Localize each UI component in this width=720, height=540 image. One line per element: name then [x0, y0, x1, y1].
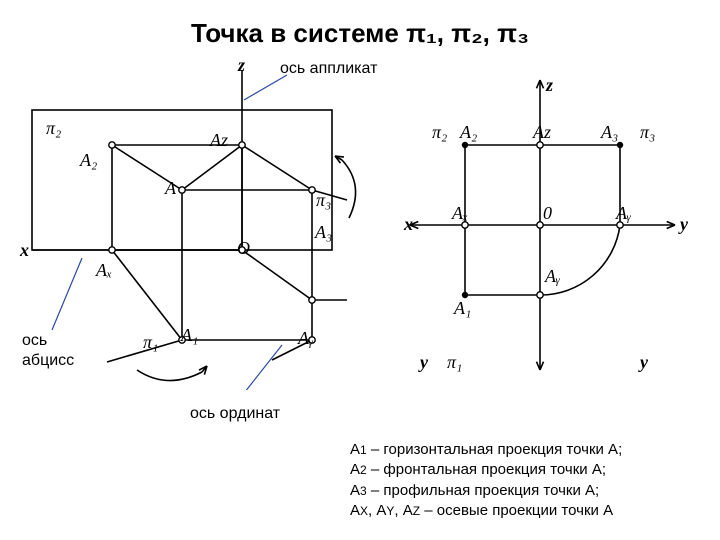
- left-pi2: π₂: [46, 118, 61, 139]
- left-pi1: π₁: [143, 332, 158, 353]
- right-y-br: y: [640, 352, 648, 373]
- legend-line-3: А3 – профильная проекция точки А;: [350, 481, 622, 501]
- legend-line-2: А2 – фронтальная проекция точки А;: [350, 460, 622, 480]
- right-x: x: [404, 214, 413, 235]
- right-Ay-b: Aᵧ: [545, 266, 560, 287]
- right-pi3: π₃: [640, 122, 655, 143]
- right-Ay-r: Aᵧ: [616, 203, 631, 224]
- right-pi1: π₁: [447, 352, 462, 373]
- left-diagram: [12, 60, 392, 390]
- left-pi3: π₃: [316, 190, 331, 211]
- right-diagram: [400, 70, 710, 380]
- legend-line-1: А1 – горизонтальная проекция точки А;: [350, 440, 622, 460]
- right-pi2: π₂: [432, 122, 447, 143]
- left-Ay: Aᵧ: [298, 328, 313, 349]
- right-Ax: Aₓ: [452, 203, 468, 224]
- left-x: x: [20, 240, 29, 261]
- legend-block: А1 – горизонтальная проекция точки А; А2…: [350, 440, 622, 521]
- left-Ax: Aₓ: [96, 260, 112, 281]
- right-O: 0: [543, 203, 552, 224]
- left-O: O: [237, 238, 250, 259]
- right-A2: A₂: [460, 122, 477, 143]
- left-A2: A₂: [80, 150, 97, 171]
- right-Az: Aᴢ: [533, 122, 551, 143]
- callout-ordinat: ось ординат: [190, 405, 280, 423]
- left-A3: A₃: [315, 222, 332, 243]
- page-title: Точка в системе π₁, π₂, π₃: [0, 18, 720, 49]
- right-y-axis: y: [680, 214, 688, 235]
- right-y-bl: y: [420, 352, 428, 373]
- left-A1: A₁: [181, 325, 198, 346]
- legend-line-4: АX, АY, АZ – осевые проекции точки А: [350, 501, 622, 521]
- left-Az: Aᴢ: [210, 130, 228, 151]
- left-A: A: [165, 178, 176, 199]
- right-A3: A₃: [601, 122, 618, 143]
- left-z: z: [238, 55, 245, 76]
- right-A1: A₁: [454, 298, 471, 319]
- right-z: z: [546, 75, 553, 96]
